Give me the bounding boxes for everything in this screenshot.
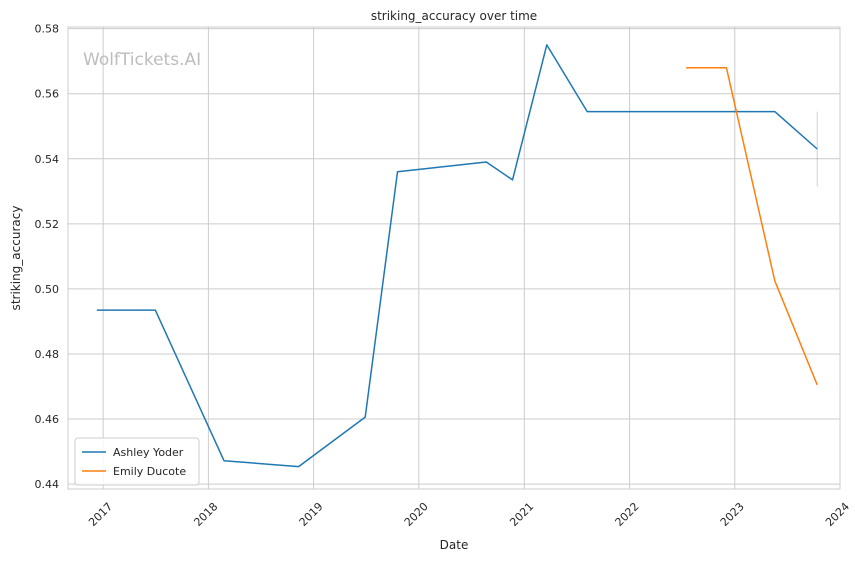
x-axis-label: Date: [440, 538, 469, 552]
x-tick-label-2020: 2020: [402, 500, 431, 529]
y-tick-label-0.46: 0.46: [35, 413, 60, 426]
chart-title: striking_accuracy over time: [371, 9, 537, 23]
plot-frame: [67, 26, 841, 490]
x-tick-label-2017: 2017: [86, 500, 115, 529]
y-tick-label-0.50: 0.50: [35, 283, 60, 296]
x-tick-label-2023: 2023: [718, 500, 747, 529]
legend-label-ashley-yoder: Ashley Yoder: [113, 446, 184, 459]
y-tick-label-0.54: 0.54: [35, 153, 60, 166]
x-axis-ticks: 2017 2018 2019 2020 2021 2022 2023 2024: [86, 500, 852, 529]
y-tick-label-0.56: 0.56: [35, 88, 60, 101]
y-tick-label-0.52: 0.52: [35, 218, 60, 231]
series-layer: [96, 44, 818, 468]
watermark: WolfTickets.AI: [83, 50, 201, 70]
series-line-emily-ducote: [686, 66, 818, 386]
x-tick-label-2021: 2021: [507, 500, 536, 529]
y-tick-label-0.58: 0.58: [35, 23, 60, 36]
y-axis-ticks: 0.44 0.46 0.48 0.50 0.52 0.54 0.56 0.58: [35, 23, 60, 491]
grid-lines: [68, 27, 841, 489]
y-tick-label-0.44: 0.44: [35, 478, 60, 491]
series-line-ashley-yoder: [96, 44, 818, 468]
x-tick-label-2024: 2024: [823, 500, 852, 529]
x-tick-label-2018: 2018: [191, 500, 220, 529]
x-tick-label-2019: 2019: [297, 500, 326, 529]
y-axis-label: striking_accuracy: [9, 206, 23, 311]
legend: Ashley Yoder Emily Ducote: [74, 437, 200, 486]
legend-box: [74, 437, 200, 486]
x-tick-label-2022: 2022: [613, 500, 642, 529]
plot-area: [68, 27, 840, 489]
y-tick-label-0.48: 0.48: [35, 348, 60, 361]
legend-label-emily-ducote: Emily Ducote: [113, 465, 186, 478]
